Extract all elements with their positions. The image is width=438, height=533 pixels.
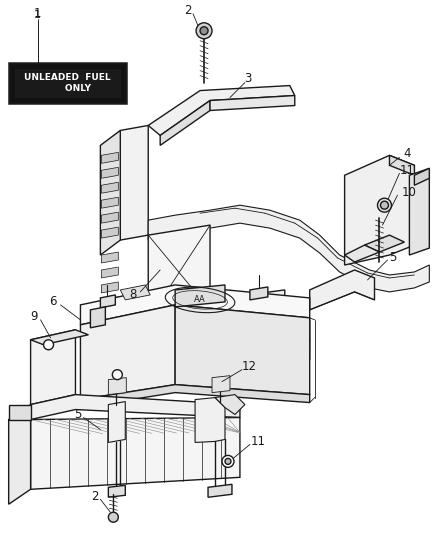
Polygon shape (175, 305, 309, 394)
Polygon shape (101, 297, 118, 308)
Circle shape (108, 512, 118, 522)
Polygon shape (108, 486, 125, 497)
Text: AA: AA (194, 295, 205, 304)
Polygon shape (344, 245, 378, 262)
Text: 4: 4 (403, 147, 410, 160)
Text: 2: 2 (184, 4, 191, 17)
Polygon shape (309, 270, 374, 310)
Polygon shape (148, 290, 284, 330)
Circle shape (112, 370, 122, 379)
Text: UNLEADED  FUEL
       ONLY: UNLEADED FUEL ONLY (24, 72, 110, 93)
Text: 1: 1 (34, 10, 41, 20)
Text: 1: 1 (34, 7, 41, 20)
Polygon shape (364, 235, 403, 252)
Polygon shape (31, 330, 75, 405)
Circle shape (222, 455, 233, 467)
Polygon shape (120, 285, 150, 300)
Polygon shape (90, 307, 105, 328)
Polygon shape (175, 285, 224, 307)
Polygon shape (413, 168, 428, 185)
Polygon shape (344, 155, 413, 265)
Circle shape (200, 27, 208, 35)
Circle shape (377, 198, 391, 212)
Polygon shape (80, 385, 309, 408)
Polygon shape (212, 376, 230, 393)
Polygon shape (100, 131, 120, 255)
Polygon shape (31, 417, 240, 489)
Polygon shape (9, 405, 31, 419)
Polygon shape (209, 310, 309, 340)
Text: 9: 9 (30, 310, 37, 324)
Polygon shape (101, 182, 118, 193)
Text: 2: 2 (90, 490, 98, 503)
Circle shape (380, 201, 388, 209)
Polygon shape (100, 295, 115, 308)
Polygon shape (389, 155, 413, 175)
Polygon shape (148, 86, 294, 135)
Text: 11: 11 (250, 435, 265, 448)
Polygon shape (284, 330, 309, 360)
Polygon shape (209, 95, 294, 110)
Polygon shape (108, 401, 125, 442)
Polygon shape (120, 125, 148, 240)
Polygon shape (101, 267, 118, 278)
Polygon shape (101, 282, 118, 293)
FancyBboxPatch shape (9, 63, 126, 102)
Text: 3: 3 (244, 72, 251, 85)
Circle shape (224, 458, 230, 464)
Text: 8: 8 (129, 288, 137, 301)
FancyBboxPatch shape (12, 66, 123, 100)
Polygon shape (148, 205, 428, 292)
Text: 6: 6 (49, 295, 56, 309)
Polygon shape (31, 330, 88, 345)
Text: 12: 12 (241, 360, 256, 373)
Polygon shape (194, 398, 224, 442)
Polygon shape (148, 310, 284, 348)
Polygon shape (31, 394, 240, 419)
Polygon shape (208, 484, 231, 497)
Text: 11: 11 (399, 164, 414, 177)
Polygon shape (101, 212, 118, 223)
Polygon shape (215, 394, 244, 415)
Circle shape (196, 23, 212, 39)
Polygon shape (409, 168, 428, 255)
Polygon shape (9, 405, 31, 504)
Text: 5: 5 (388, 251, 395, 263)
Polygon shape (80, 285, 309, 325)
Polygon shape (101, 252, 118, 263)
Polygon shape (101, 152, 118, 163)
Circle shape (43, 340, 53, 350)
Polygon shape (249, 287, 267, 300)
Polygon shape (101, 167, 118, 178)
Polygon shape (101, 197, 118, 208)
Polygon shape (160, 101, 209, 146)
Polygon shape (148, 225, 209, 320)
Polygon shape (80, 305, 175, 400)
Polygon shape (108, 378, 126, 394)
Text: 5: 5 (74, 408, 81, 421)
Text: 10: 10 (401, 185, 416, 199)
Polygon shape (101, 227, 118, 238)
